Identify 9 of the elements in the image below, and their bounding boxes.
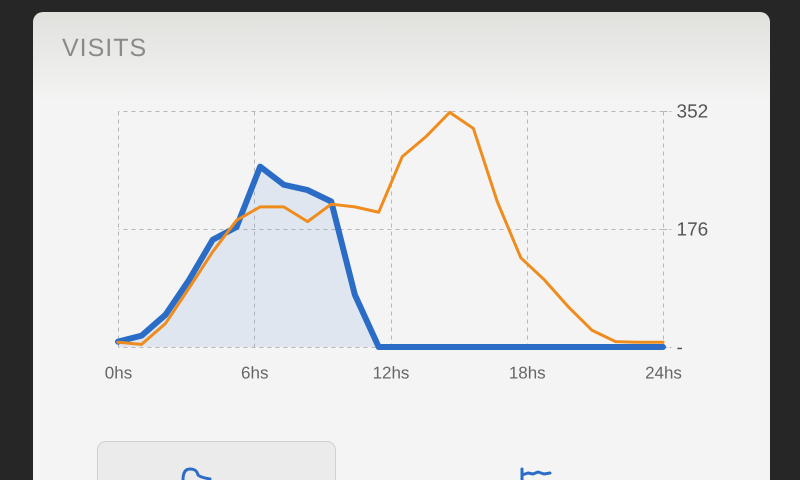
x-tick-label: 12hs (372, 364, 410, 382)
x-tick-label: 24hs (645, 364, 682, 382)
x-tick-label: 6hs (241, 364, 268, 382)
x-tick-label: 0hs (104, 364, 132, 382)
x-tick-label: 18hs (508, 364, 546, 382)
chart-title: VISITS (62, 33, 148, 63)
y-tick-label: 352 (676, 102, 708, 122)
y-tick-label: 176 (676, 220, 708, 240)
y-tick-label: - (676, 338, 683, 358)
